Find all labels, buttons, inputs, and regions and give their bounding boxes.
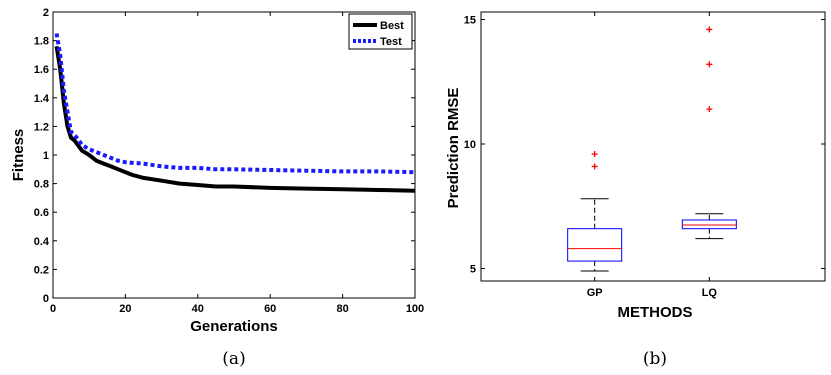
axis-ticks-b: GP LQ 5 10 15 [464, 12, 825, 299]
series-lines-a [54, 33, 416, 193]
box-lq [681, 219, 737, 230]
y-tick-label: 0 [43, 293, 49, 305]
x-tick-label: 80 [336, 303, 348, 315]
x-tick-label: 0 [50, 303, 56, 315]
outlier-lq [706, 61, 713, 68]
y-tick-label: 0.8 [34, 179, 49, 191]
x-tick-label: 100 [406, 303, 424, 315]
outlier-gp [591, 163, 598, 170]
x-tick-label: 60 [264, 303, 276, 315]
category-label-gp: GP [587, 287, 603, 299]
y-axis-label-b: Prediction RMSE [445, 88, 462, 209]
y-tick-label: 0.6 [34, 207, 49, 219]
y-tick-label: 1.2 [34, 121, 49, 133]
y-tick-label: 1 [43, 150, 49, 162]
y-tick-label: 2 [43, 7, 49, 19]
x-axis-label-b: METHODS [618, 304, 693, 321]
boxes-b [567, 26, 737, 272]
axis-ticks-a: 0 20 40 60 80 100 0 0.2 0.4 0.6 0.8 1 1.2 1.4 1.6 1.8 2 [34, 7, 424, 315]
plot-area-b [480, 11, 826, 282]
rmse-box-plot: GP LQ 5 10 15 METHODS Prediction RMSE (b) [445, 11, 826, 369]
y-tick-label: 10 [464, 139, 476, 151]
series-line-best [54, 45, 416, 193]
y-tick-label: 0.4 [34, 236, 50, 248]
y-tick-label: 1.6 [34, 64, 49, 76]
legend-label-best: Best [380, 20, 404, 32]
caption-b: (b) [643, 349, 667, 369]
fitness-line-chart: 0 20 40 60 80 10000.20.40.60.811.21.41.61.82 … [10, 7, 424, 369]
y-axis-label-a: Fitness [10, 129, 27, 182]
caption-a: (a) [222, 349, 245, 369]
legend-label-test: Test [380, 36, 402, 48]
y-tick-label: 15 [464, 14, 476, 26]
outlier-gp [591, 150, 598, 157]
category-label-lq: LQ [702, 287, 718, 299]
y-tick-label: 1.8 [34, 36, 49, 48]
outlier-lq [706, 26, 713, 33]
box-gp [567, 228, 623, 262]
x-tick-label: 20 [119, 303, 131, 315]
y-tick-label: 0.2 [34, 264, 49, 276]
outlier-lq [706, 106, 713, 113]
y-tick-label: 5 [470, 264, 476, 276]
legend-a: Best Test [348, 13, 413, 50]
y-tick-label: 1.4 [34, 93, 50, 105]
series-line-test [54, 33, 416, 175]
legend-box [348, 13, 413, 50]
x-tick-label: 40 [192, 303, 204, 315]
x-axis-label-a: Generations [190, 318, 278, 335]
plot-area-a [52, 11, 416, 299]
